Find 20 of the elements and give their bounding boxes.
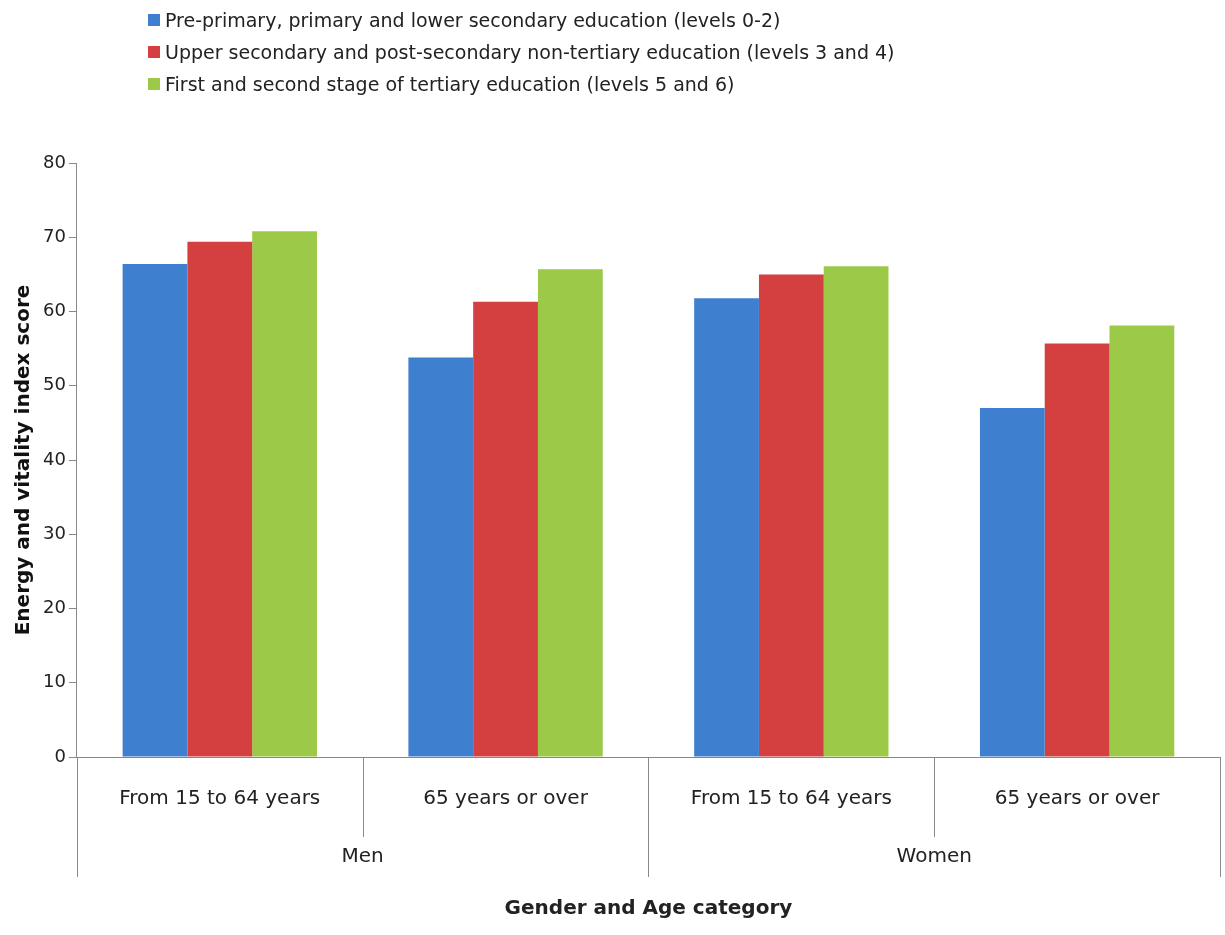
y-tick-label: 60 [43,299,66,321]
y-tick-label: 40 [43,447,66,469]
y-tick-label: 20 [43,596,66,618]
text: Men [341,843,384,868]
y-tick-label: 30 [43,521,66,543]
y-tick-label: 80 [43,150,66,172]
y-tick-label: 50 [43,373,66,395]
x-tick-label: 65 years or over [994,785,1161,810]
x-tick-label: From 15 to 64 years [690,785,892,810]
y-tick-label: 70 [43,224,66,246]
legend-label: Pre-primary, primary and lower secondary education (levels 0-2) [165,9,781,31]
legend-label: First and second stage of tertiary education (levels 5 and 6) [165,73,735,95]
x-tick-label: From 15 to 64 years [119,785,321,810]
x-tick-label: 65 years or over [423,785,589,810]
legend-label: Upper secondary and post-secondary non-tertiary education (levels 3 and 4) [165,41,895,63]
y-axis-title: Energy and vitality index score [10,284,35,636]
y-tick-label: 0 [54,744,66,766]
x-axis-title: Gender and Age category [504,895,793,920]
y-tick-label: 10 [43,670,66,692]
text: Women [896,843,972,868]
